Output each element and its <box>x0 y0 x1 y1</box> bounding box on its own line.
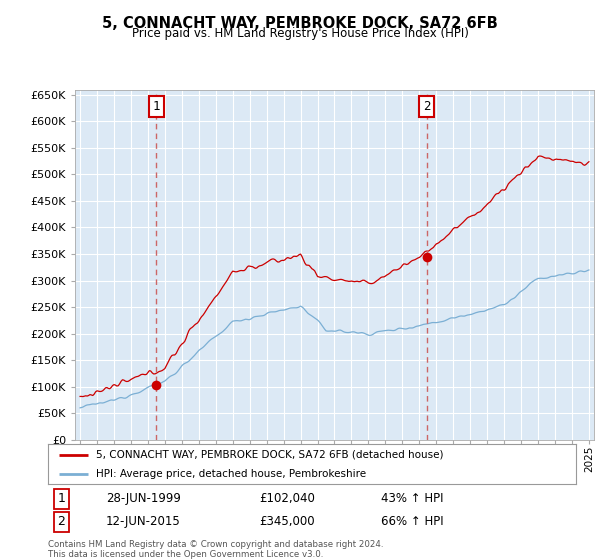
Text: 28-JUN-1999: 28-JUN-1999 <box>106 492 181 505</box>
Text: £102,040: £102,040 <box>259 492 315 505</box>
Text: £345,000: £345,000 <box>259 515 315 528</box>
Text: 66% ↑ HPI: 66% ↑ HPI <box>380 515 443 528</box>
Text: 5, CONNACHT WAY, PEMBROKE DOCK, SA72 6FB: 5, CONNACHT WAY, PEMBROKE DOCK, SA72 6FB <box>102 16 498 31</box>
Text: HPI: Average price, detached house, Pembrokeshire: HPI: Average price, detached house, Pemb… <box>95 469 365 478</box>
Text: 1: 1 <box>57 492 65 505</box>
Text: 43% ↑ HPI: 43% ↑ HPI <box>380 492 443 505</box>
Text: Price paid vs. HM Land Registry's House Price Index (HPI): Price paid vs. HM Land Registry's House … <box>131 27 469 40</box>
Text: Contains HM Land Registry data © Crown copyright and database right 2024.
This d: Contains HM Land Registry data © Crown c… <box>48 540 383 559</box>
Text: 2: 2 <box>57 515 65 528</box>
Text: 1: 1 <box>152 100 160 113</box>
Text: 2: 2 <box>423 100 431 113</box>
Text: 5, CONNACHT WAY, PEMBROKE DOCK, SA72 6FB (detached house): 5, CONNACHT WAY, PEMBROKE DOCK, SA72 6FB… <box>95 450 443 460</box>
Text: 12-JUN-2015: 12-JUN-2015 <box>106 515 181 528</box>
